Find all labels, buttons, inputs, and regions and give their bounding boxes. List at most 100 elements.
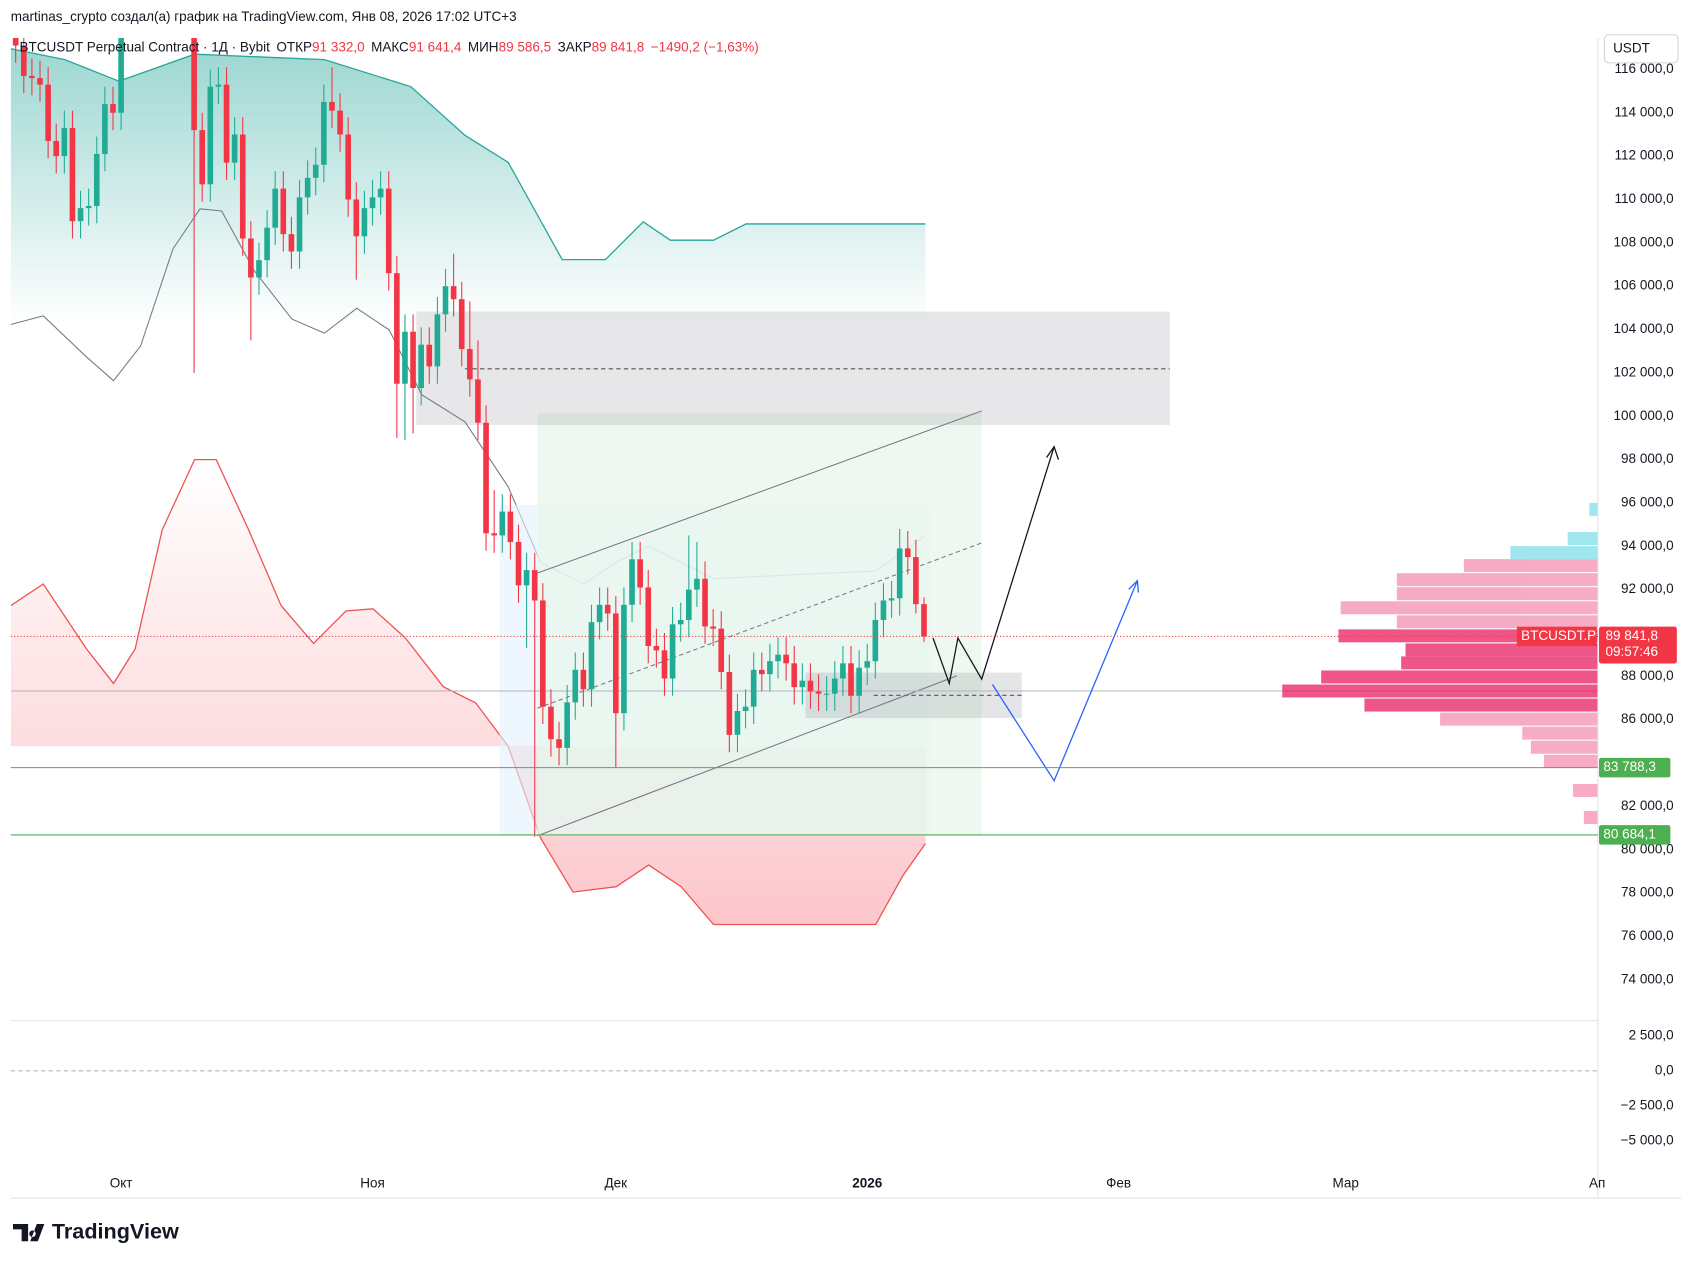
x-tick-label: Ап — [1589, 1176, 1605, 1191]
candle-body — [426, 344, 433, 367]
candle-body — [807, 680, 814, 692]
candle-body — [442, 286, 449, 315]
last-price-label: 89 841,8 — [1606, 628, 1659, 643]
candle-body — [613, 613, 619, 714]
candle-body — [199, 130, 206, 185]
y-tick-label: 106 000,0 — [1614, 278, 1674, 293]
candle-body — [685, 589, 692, 620]
candle-body — [491, 533, 497, 536]
candle-body — [256, 260, 262, 278]
candle-body — [783, 654, 789, 664]
candle-body — [337, 110, 343, 135]
y-tick-label: 104 000,0 — [1614, 321, 1674, 336]
arrowhead — [1128, 579, 1140, 593]
y-tick-label: 92 000,0 — [1621, 581, 1674, 596]
legend-value: 89 586,5 — [499, 39, 552, 54]
candle-body — [394, 273, 400, 384]
candle-body — [580, 669, 587, 690]
y-tick-label: 110 000,0 — [1615, 191, 1674, 206]
symbol-tag — [1516, 626, 1597, 647]
candle-body — [588, 622, 595, 690]
logo-icon — [12, 1224, 45, 1242]
candle-body — [742, 706, 749, 712]
legend-label: МИН — [468, 39, 499, 54]
scenario-up — [932, 446, 1055, 686]
x-tick-label: Мар — [1333, 1176, 1359, 1191]
level-tag — [1599, 757, 1671, 778]
candle-body — [345, 134, 351, 200]
legend-label: ОТКР — [276, 39, 312, 54]
candle-body — [734, 711, 741, 735]
candle-body — [418, 344, 424, 389]
candle-body — [507, 511, 514, 542]
candle-body — [831, 678, 838, 694]
channel-top — [537, 410, 982, 574]
candle-body — [12, 37, 19, 46]
candle-body — [450, 286, 457, 300]
candle-body — [20, 45, 27, 76]
candle-body — [645, 587, 652, 646]
currency-button[interactable] — [1603, 34, 1679, 64]
candle-body — [718, 628, 725, 672]
candle-body — [758, 669, 765, 675]
candle-body — [499, 511, 506, 536]
y-tick-label: 114 000,0 — [1615, 104, 1674, 119]
candle-body — [280, 188, 287, 235]
candle-body — [37, 78, 43, 85]
legend-value: 91 332,0 — [312, 39, 365, 54]
y-tick-label: 112 000,0 — [1615, 148, 1674, 163]
candle-body — [377, 188, 384, 198]
candle-body — [848, 663, 854, 696]
candle-body — [353, 199, 360, 237]
macd-tick-label: 2 500,0 — [1629, 1027, 1674, 1042]
y-tick-label: 88 000,0 — [1621, 668, 1674, 683]
candle-body — [726, 671, 733, 735]
logo: TradingView — [12, 1218, 179, 1243]
candle-body — [110, 104, 116, 113]
candle-body — [215, 84, 222, 87]
candle-body — [69, 127, 76, 222]
candle-body — [410, 331, 416, 389]
candle-body — [677, 619, 684, 625]
scenario-down — [991, 580, 1138, 783]
candle-body — [767, 661, 773, 675]
legend-value: 91 641,4 — [409, 39, 462, 54]
candle-body — [223, 84, 230, 163]
symbol-tag-label: BTCUSDT.P — [1521, 628, 1596, 643]
macd-tick-label: 0,0 — [1655, 1062, 1674, 1077]
candle-body — [118, 37, 124, 113]
candle-body — [434, 314, 441, 367]
candle-body — [904, 548, 911, 558]
last-price-tag — [1599, 626, 1677, 664]
legend-title: BTCUSDT Perpetual Contract · 1Д · Bybit — [19, 39, 270, 54]
level-tag-label: 80 684,1 — [1603, 826, 1656, 841]
upper-band — [10, 48, 926, 261]
candle-body — [702, 578, 708, 627]
legend-label: МАКС — [371, 39, 409, 54]
candles — [12, 37, 927, 837]
x-tick-label: Дек — [605, 1176, 628, 1191]
y-tick-label: 108 000,0 — [1614, 234, 1674, 249]
candle-body — [823, 693, 830, 695]
candle-body — [694, 578, 700, 590]
candle-body — [53, 140, 60, 157]
candle-body — [231, 134, 238, 163]
candle-body — [402, 331, 408, 384]
volume-profile — [1282, 502, 1598, 824]
y-tick-label: 80 000,0 — [1621, 841, 1674, 856]
candle-body — [540, 600, 546, 707]
candle-body — [872, 619, 879, 662]
candle-body — [304, 177, 311, 198]
candle-body — [856, 667, 862, 696]
candle-body — [564, 702, 570, 748]
legend: BTCUSDT Perpetual Contract · 1Д · Bybit О… — [19, 39, 758, 54]
candle-body — [329, 101, 335, 111]
candle-body — [385, 188, 392, 274]
level-tag-label: 83 788,3 — [1603, 759, 1656, 774]
candle-body — [272, 188, 279, 228]
candle-body — [93, 153, 100, 206]
candle-body — [596, 604, 603, 623]
candle-body — [669, 624, 676, 679]
candle-body — [483, 422, 489, 534]
